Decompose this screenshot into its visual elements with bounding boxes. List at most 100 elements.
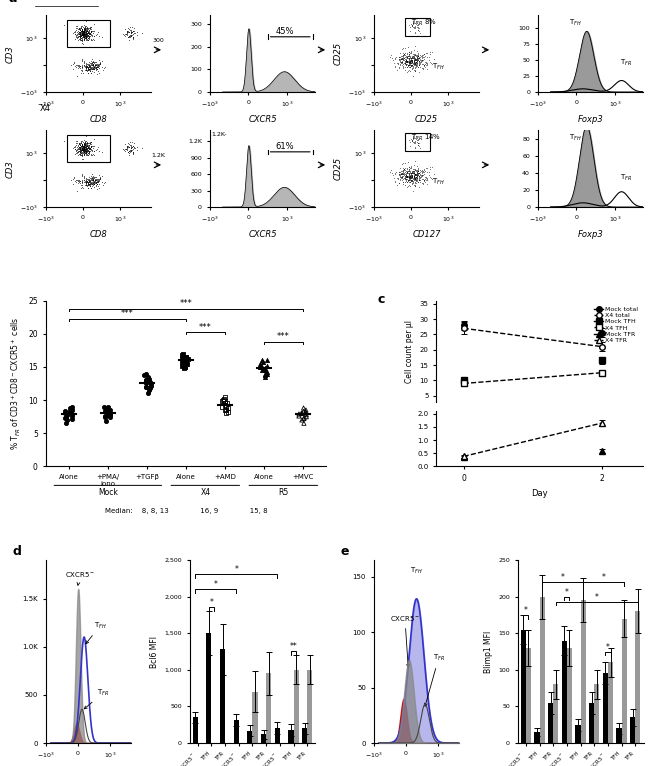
Point (77, 29, 88, 41)
Point (126, 26, 136, 38)
Point (76, 25, 86, 37)
Point (98, 178, 108, 191)
Point (413, 18, 424, 31)
Point (402, 165, 412, 178)
Point (410, 64, 421, 77)
Point (405, 176, 415, 188)
Point (404, 171, 415, 183)
Point (84, 137, 94, 149)
Point (90, 58, 100, 70)
Point (96, 31, 107, 44)
Point (418, 63, 428, 75)
Point (81, 175, 91, 188)
Point (86, 28, 96, 41)
Point (400, 172, 411, 184)
Point (398, 49, 409, 61)
Point (394, 177, 404, 189)
Point (386, 164, 396, 176)
Point (125, 145, 135, 157)
Point (408, 54, 419, 67)
Point (91, 175, 101, 188)
Point (70, 147, 80, 159)
Point (77, 28, 88, 40)
Point (125, 31, 135, 44)
Point (77, 24, 87, 36)
Point (81, 60, 91, 72)
Point (81, 146, 92, 158)
Point (397, 52, 408, 64)
Point (77, 143, 88, 155)
Point (89, 60, 99, 72)
Point (90, 176, 101, 188)
Point (425, 171, 436, 183)
Point (79, 31, 89, 43)
Point (83, 175, 93, 188)
Point (397, 167, 408, 179)
Point (136, 142, 147, 154)
Point (99, 410, 110, 422)
Point (413, 169, 424, 181)
Point (412, 167, 423, 179)
Point (408, 50, 418, 62)
Point (390, 167, 400, 179)
Point (404, 173, 414, 185)
Point (73, 145, 84, 157)
Point (413, 139, 423, 151)
Point (402, 56, 412, 68)
Point (407, 19, 417, 31)
Point (76, 142, 86, 155)
Point (402, 170, 413, 182)
Point (80, 139, 90, 152)
Point (80, 30, 90, 42)
Point (410, 47, 421, 60)
Text: X4: X4 (40, 104, 51, 113)
Point (395, 56, 406, 68)
Point (83, 26, 93, 38)
Point (95, 172, 105, 184)
Point (406, 59, 417, 71)
Point (415, 168, 425, 180)
Point (75, 28, 85, 40)
Point (87, 174, 98, 186)
Point (81, 146, 91, 158)
X-axis label: CXCR5: CXCR5 (248, 114, 277, 123)
Point (73, 28, 83, 41)
Point (411, 59, 422, 71)
Point (410, 171, 420, 183)
Point (81, 143, 91, 155)
Point (78, 28, 88, 40)
Bar (261, 735, 266, 743)
Point (421, 57, 432, 70)
Point (127, 31, 138, 43)
Point (405, 171, 415, 183)
Point (417, 177, 428, 189)
X-axis label: CXCR5: CXCR5 (248, 230, 277, 238)
Point (128, 147, 138, 159)
Point (301, 404, 311, 416)
Point (410, 141, 421, 153)
Point (416, 172, 426, 184)
Point (400, 173, 411, 185)
Point (128, 147, 138, 159)
Point (410, 22, 420, 34)
Point (126, 140, 136, 152)
Point (400, 157, 410, 169)
Point (416, 56, 426, 68)
Point (402, 52, 413, 64)
Point (410, 173, 421, 185)
Point (86, 54, 97, 66)
Point (77, 139, 87, 151)
Point (413, 165, 424, 177)
Point (396, 159, 407, 171)
Point (298, 402, 309, 414)
Point (127, 32, 138, 44)
Point (73, 30, 84, 42)
Bar (603, 673, 608, 743)
Point (395, 53, 405, 65)
Point (417, 51, 427, 63)
Point (85, 62, 96, 74)
Point (69, 141, 79, 153)
Point (80, 30, 90, 42)
Point (87, 140, 98, 152)
Point (83, 178, 93, 190)
